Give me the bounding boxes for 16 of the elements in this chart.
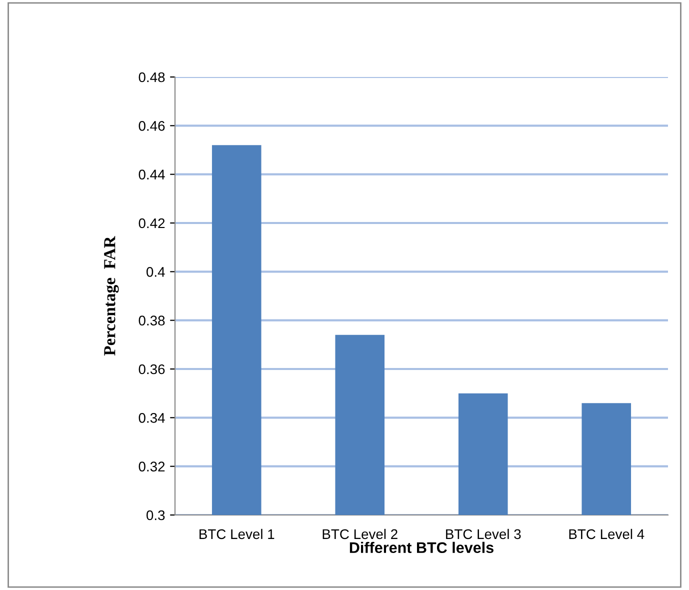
y-tick-label: 0.38 [138,316,165,326]
x-tick-label: BTC Level 2 [322,528,398,540]
y-tick-label: 0.36 [138,364,165,374]
y-tick-label: 0.4 [146,267,165,277]
y-tick-label: 0.32 [138,462,165,472]
x-tick-label: BTC Level 3 [446,528,521,540]
y-tick-label: 0.42 [138,218,165,228]
y-tick-label: 0.48 [138,72,165,82]
y-tick-label: 0.3 [146,510,165,520]
x-axis-title: Different BTC levels [350,542,494,554]
x-tick-label: BTC Level 4 [569,528,644,540]
x-tick-label: BTC Level 1 [200,528,274,540]
y-tick-label: 0.44 [138,170,165,180]
y-tick-label: 0.34 [138,413,165,423]
y-tick-label: 0.46 [138,121,165,131]
y-axis-title: Percentage FAR [104,236,119,356]
